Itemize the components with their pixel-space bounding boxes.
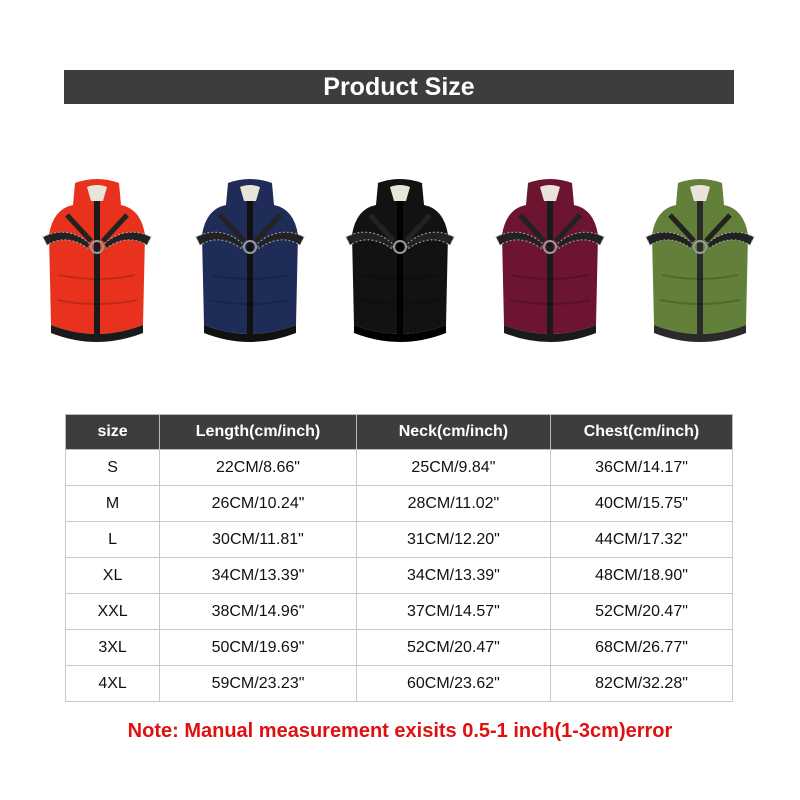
table-cell: 25CM/9.84" [355, 449, 551, 486]
column-header: Length(cm/inch) [159, 414, 357, 450]
table-cell: 30CM/11.81" [159, 521, 357, 558]
table-cell: 22CM/8.66" [159, 449, 357, 486]
table-cell: 50CM/19.69" [159, 629, 357, 666]
dog-vest-image [37, 175, 157, 350]
table-row: 4XL 59CM/23.23" 60CM/23.62" 82CM/32.28" [64, 665, 734, 702]
table-cell: 60CM/23.62" [355, 665, 551, 702]
table-cell: 68CM/26.77" [549, 629, 734, 666]
table-row: S 22CM/8.66" 25CM/9.84" 36CM/14.17" [64, 449, 734, 486]
table-cell: 3XL [64, 629, 161, 666]
table-cell: XXL [64, 593, 161, 630]
table-cell: 82CM/32.28" [549, 665, 734, 702]
table-row: M 26CM/10.24" 28CM/11.02" 40CM/15.75" [64, 485, 734, 522]
table-cell: 31CM/12.20" [355, 521, 551, 558]
table-header: size Length(cm/inch) Neck(cm/inch) Chest(cm… [64, 414, 734, 450]
column-header: Chest(cm/inch) [549, 414, 734, 450]
table-cell: 26CM/10.24" [159, 485, 357, 522]
dog-vest-image [340, 175, 460, 350]
table-cell: 36CM/14.17" [549, 449, 734, 486]
table-cell: 34CM/13.39" [159, 557, 357, 594]
table-row: XXL 38CM/14.96" 37CM/14.57" 52CM/20.47" [64, 593, 734, 630]
table-cell: 37CM/14.57" [355, 593, 551, 630]
table-cell: 44CM/17.32" [549, 521, 734, 558]
table-cell: 34CM/13.39" [355, 557, 551, 594]
table-cell: 40CM/15.75" [549, 485, 734, 522]
table-cell: L [64, 521, 161, 558]
dog-vest-image [490, 175, 610, 350]
table-cell: 4XL [64, 665, 161, 702]
table-cell: 59CM/23.23" [159, 665, 357, 702]
dog-vest-image [640, 175, 760, 350]
table-cell: S [64, 449, 161, 486]
column-header: Neck(cm/inch) [355, 414, 551, 450]
table-cell: 38CM/14.96" [159, 593, 357, 630]
column-header: size [64, 414, 161, 450]
table-cell: 52CM/20.47" [355, 629, 551, 666]
table-cell: 48CM/18.90" [549, 557, 734, 594]
dog-vest-image [190, 175, 310, 350]
table-row: L 30CM/11.81" 31CM/12.20" 44CM/17.32" [64, 521, 734, 558]
product-size-banner: Product Size [64, 70, 734, 104]
table-row: 3XL 50CM/19.69" 52CM/20.47" 68CM/26.77" [64, 629, 734, 666]
measurement-note: Note: Manual measurement exisits 0.5-1 i… [127, 720, 673, 742]
size-table: size Length(cm/inch) Neck(cm/inch) Chest(cm… [64, 414, 734, 702]
table-cell: XL [64, 557, 161, 594]
table-cell: 28CM/11.02" [355, 485, 551, 522]
table-cell: 52CM/20.47" [549, 593, 734, 630]
table-row: XL 34CM/13.39" 34CM/13.39" 48CM/18.90" [64, 557, 734, 594]
table-cell: M [64, 485, 161, 522]
